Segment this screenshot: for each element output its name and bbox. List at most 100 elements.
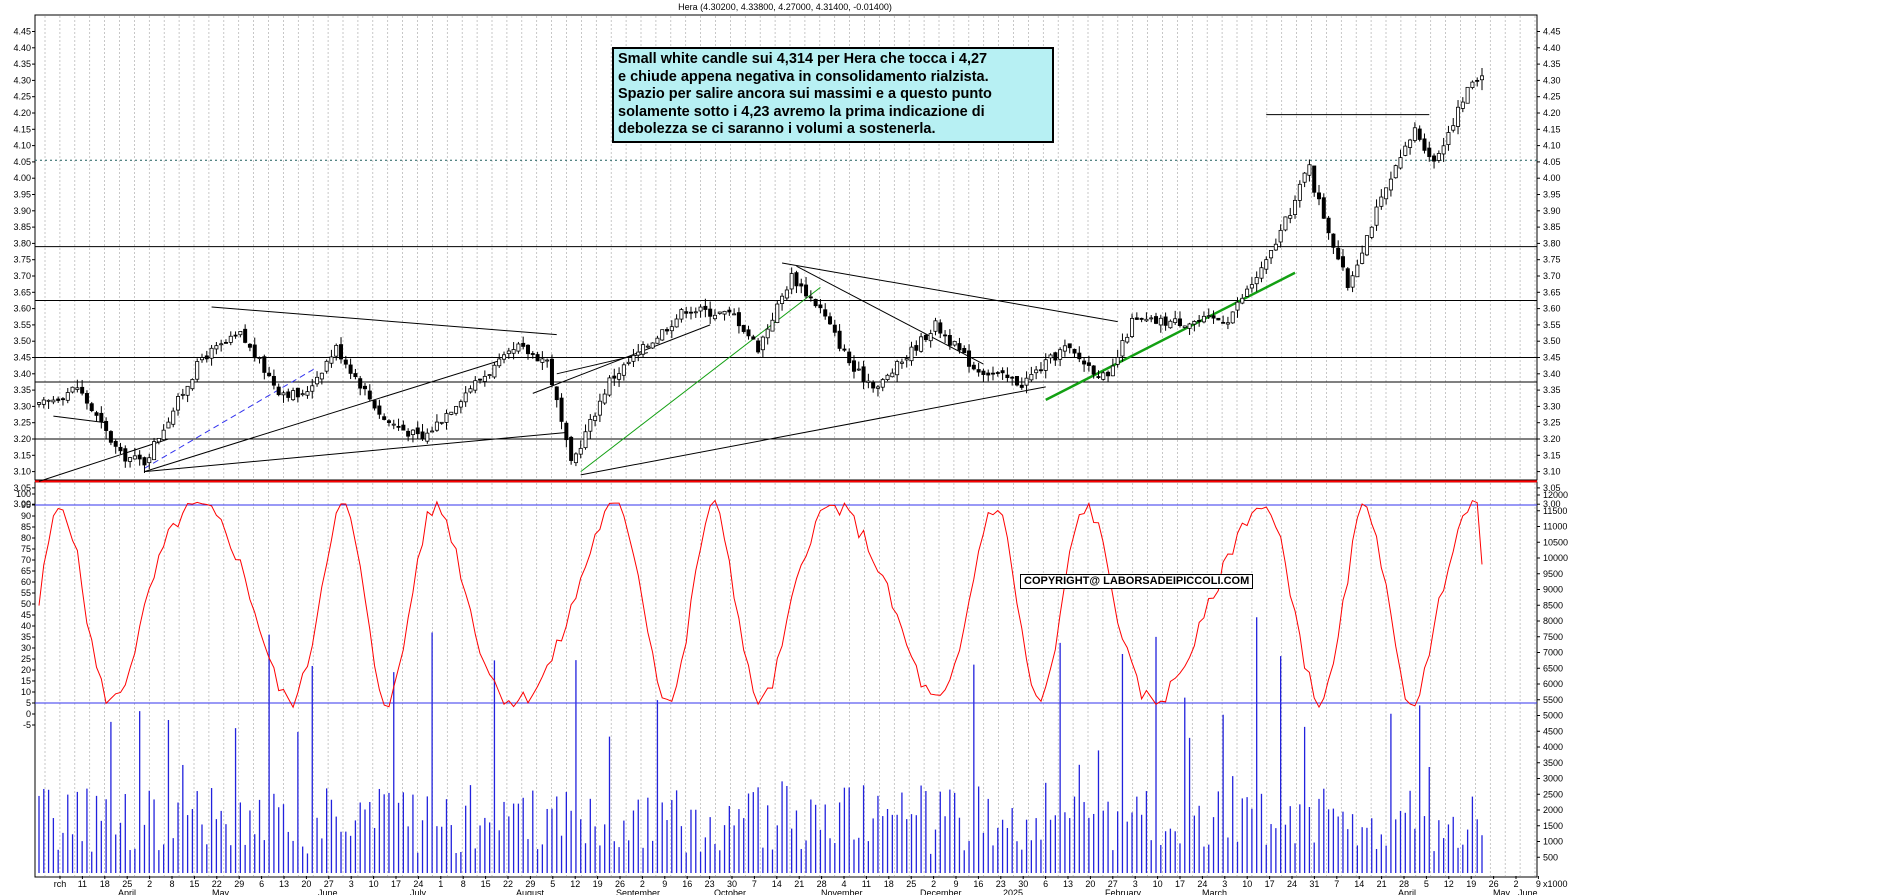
y-tick-label: 3.40 (13, 369, 31, 379)
y-tick-label: 4.15 (1543, 124, 1561, 134)
candle-body (367, 390, 372, 400)
candle-body (195, 361, 200, 380)
x-tick-label: 13 (1063, 879, 1073, 889)
candle-body (799, 283, 804, 287)
y-tick-label: 4.45 (13, 27, 31, 37)
y-tick-label: 3.05 (1543, 483, 1561, 493)
candle-body (161, 429, 166, 441)
left-oscillator-axis: -505101520253035404550556065707580859095… (16, 489, 35, 730)
x-tick-label: 18 (884, 879, 894, 889)
candle-body (324, 360, 329, 372)
x-tick-label: 27 (324, 879, 334, 889)
oscillator-tick-label: 60 (21, 577, 31, 587)
candle-body (243, 328, 248, 343)
candle-body (353, 373, 358, 378)
candle-body (1062, 345, 1067, 352)
volume-tick-label: 12000 (1543, 490, 1568, 500)
candle-body (343, 359, 348, 365)
candle-body (535, 354, 540, 362)
date-axis: rch 11 18 25 2 8 15 22 29 6 13 20 27 3 10 17 24 1 8 15 22 29 5… (54, 876, 1541, 895)
candle-body (252, 344, 257, 359)
candle-body (132, 455, 137, 460)
candle-body (569, 436, 574, 461)
candle-body (813, 298, 818, 307)
y-tick-label: 4.30 (13, 75, 31, 85)
candle-body (554, 386, 559, 401)
candle-body (156, 437, 161, 443)
candle-body (856, 368, 861, 371)
y-tick-label: 3.25 (1543, 418, 1561, 428)
y-tick-label: 3.65 (1543, 287, 1561, 297)
oscillator-tick-label: 10 (21, 687, 31, 697)
y-tick-label: 3.55 (13, 320, 31, 330)
month-label: November (821, 888, 863, 895)
candle-body (286, 391, 291, 398)
candle-body (736, 312, 741, 327)
oscillator-tick-label: 20 (21, 665, 31, 675)
candle-body (1273, 243, 1278, 251)
candle-body (861, 366, 866, 382)
candle-body (1393, 165, 1398, 179)
candle-body (1350, 275, 1355, 288)
candle-body (1043, 359, 1048, 371)
candle-body (775, 303, 780, 323)
copyright-label: COPYRIGHT@ LABORSADEIPICCOLI.COM (1020, 574, 1254, 589)
candle-body (564, 422, 569, 441)
candle-body (674, 318, 679, 328)
candle-body (1297, 183, 1302, 201)
candle-body (890, 372, 895, 378)
y-tick-label: 4.45 (1543, 27, 1561, 37)
x-tick-label: 25 (122, 879, 132, 889)
candle-body (828, 316, 833, 325)
candle-body (1336, 247, 1341, 260)
candle-body (669, 326, 674, 332)
candle-body (1427, 147, 1432, 157)
candle-body (583, 431, 588, 449)
y-tick-label: 3.45 (1543, 353, 1561, 363)
candle-body (185, 385, 190, 396)
right-price-axis: 3.00 3.05 3.10 3.15 3.20 3.25 3.30 3.35 3.40 3.45… (1537, 27, 1561, 509)
x-tick-label: 24 (413, 879, 423, 889)
candle-body (1384, 187, 1389, 200)
candle-body (1072, 348, 1077, 354)
y-tick-label: 4.10 (1543, 141, 1561, 151)
candle-body (223, 342, 228, 344)
oscillator-tick-label: 40 (21, 621, 31, 631)
candle-body (914, 345, 919, 351)
candle-body (1345, 268, 1350, 288)
candle-body (1360, 252, 1365, 264)
candle-body (1451, 125, 1456, 131)
candle-body (804, 284, 809, 297)
y-tick-label: 3.15 (1543, 450, 1561, 460)
volume-tick-label: 6500 (1543, 663, 1563, 673)
x-tick-label: 18 (100, 879, 110, 889)
candle-body (214, 345, 219, 350)
candle-body (818, 304, 823, 309)
y-tick-label: 4.35 (1543, 59, 1561, 69)
candle-body (1235, 301, 1240, 311)
candle-body (415, 427, 420, 435)
x-tick-label: 6 (259, 879, 264, 889)
x-tick-label: 30 (727, 879, 737, 889)
candle-body (454, 406, 459, 414)
candle-body (1019, 384, 1024, 388)
candle-body (525, 344, 530, 355)
candle-body (1139, 317, 1144, 320)
candle-body (1460, 101, 1465, 109)
candle-body (1436, 153, 1441, 161)
candle-body (885, 374, 890, 380)
candle-body (329, 356, 334, 364)
month-label: May (1493, 888, 1511, 895)
x-tick-label: 19 (593, 879, 603, 889)
x-tick-label: 22 (503, 879, 513, 889)
candle-body (492, 364, 497, 378)
note-line: Small white candle sui 4,314 per Hera ch… (618, 51, 988, 67)
candle-body (511, 349, 516, 354)
x-tick-label: 14 (1354, 879, 1364, 889)
y-tick-label: 4.05 (1543, 157, 1561, 167)
candle-body (233, 334, 238, 337)
candle-body (396, 425, 401, 428)
candle-body (751, 336, 756, 340)
y-tick-label: 4.35 (13, 59, 31, 69)
candle-body (295, 387, 300, 398)
